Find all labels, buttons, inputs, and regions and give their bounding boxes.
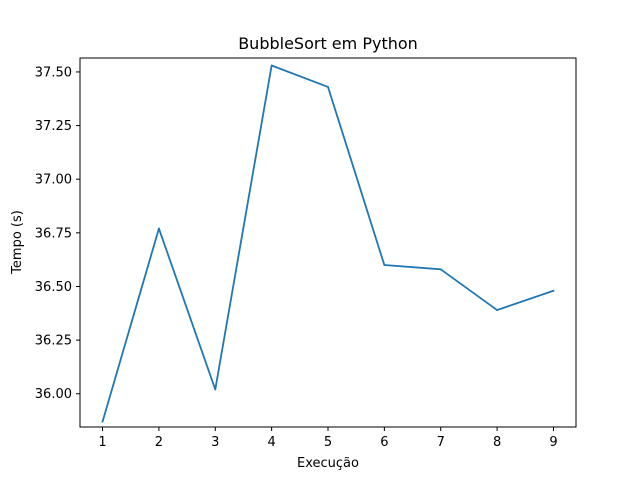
y-axis-label: Tempo (s): [10, 210, 25, 275]
y-tick-label: 37.50: [35, 65, 72, 80]
data-point: [327, 86, 329, 88]
data-point: [496, 309, 498, 311]
x-tick-label: 9: [549, 435, 557, 450]
x-tick-label: 6: [380, 435, 388, 450]
data-point: [383, 264, 386, 266]
y-tick-label: 36.00: [35, 387, 72, 402]
plot-area: [101, 64, 555, 423]
y-tick-label: 37.00: [35, 173, 72, 188]
data-point: [214, 388, 217, 391]
data-point: [158, 227, 160, 230]
y-tick-label: 36.50: [35, 280, 72, 295]
x-tick-label: 5: [324, 435, 332, 450]
x-tick-label: 7: [437, 435, 445, 450]
x-tick-label: 2: [155, 435, 163, 450]
x-tick-label: 3: [211, 435, 219, 450]
x-tick-label: 1: [98, 435, 106, 450]
x-tick-label: 4: [267, 435, 275, 450]
y-tick-label: 36.25: [35, 334, 72, 349]
y-tick-label: 37.25: [35, 119, 72, 134]
y-tick-label: 36.75: [35, 226, 72, 241]
data-point: [270, 64, 273, 67]
x-tick-label: 8: [493, 435, 501, 450]
chart-title: BubbleSort em Python: [238, 34, 418, 53]
data-point: [552, 289, 555, 292]
x-axis-label: Execução: [297, 456, 359, 471]
data-point: [439, 268, 442, 271]
data-point: [101, 420, 104, 423]
